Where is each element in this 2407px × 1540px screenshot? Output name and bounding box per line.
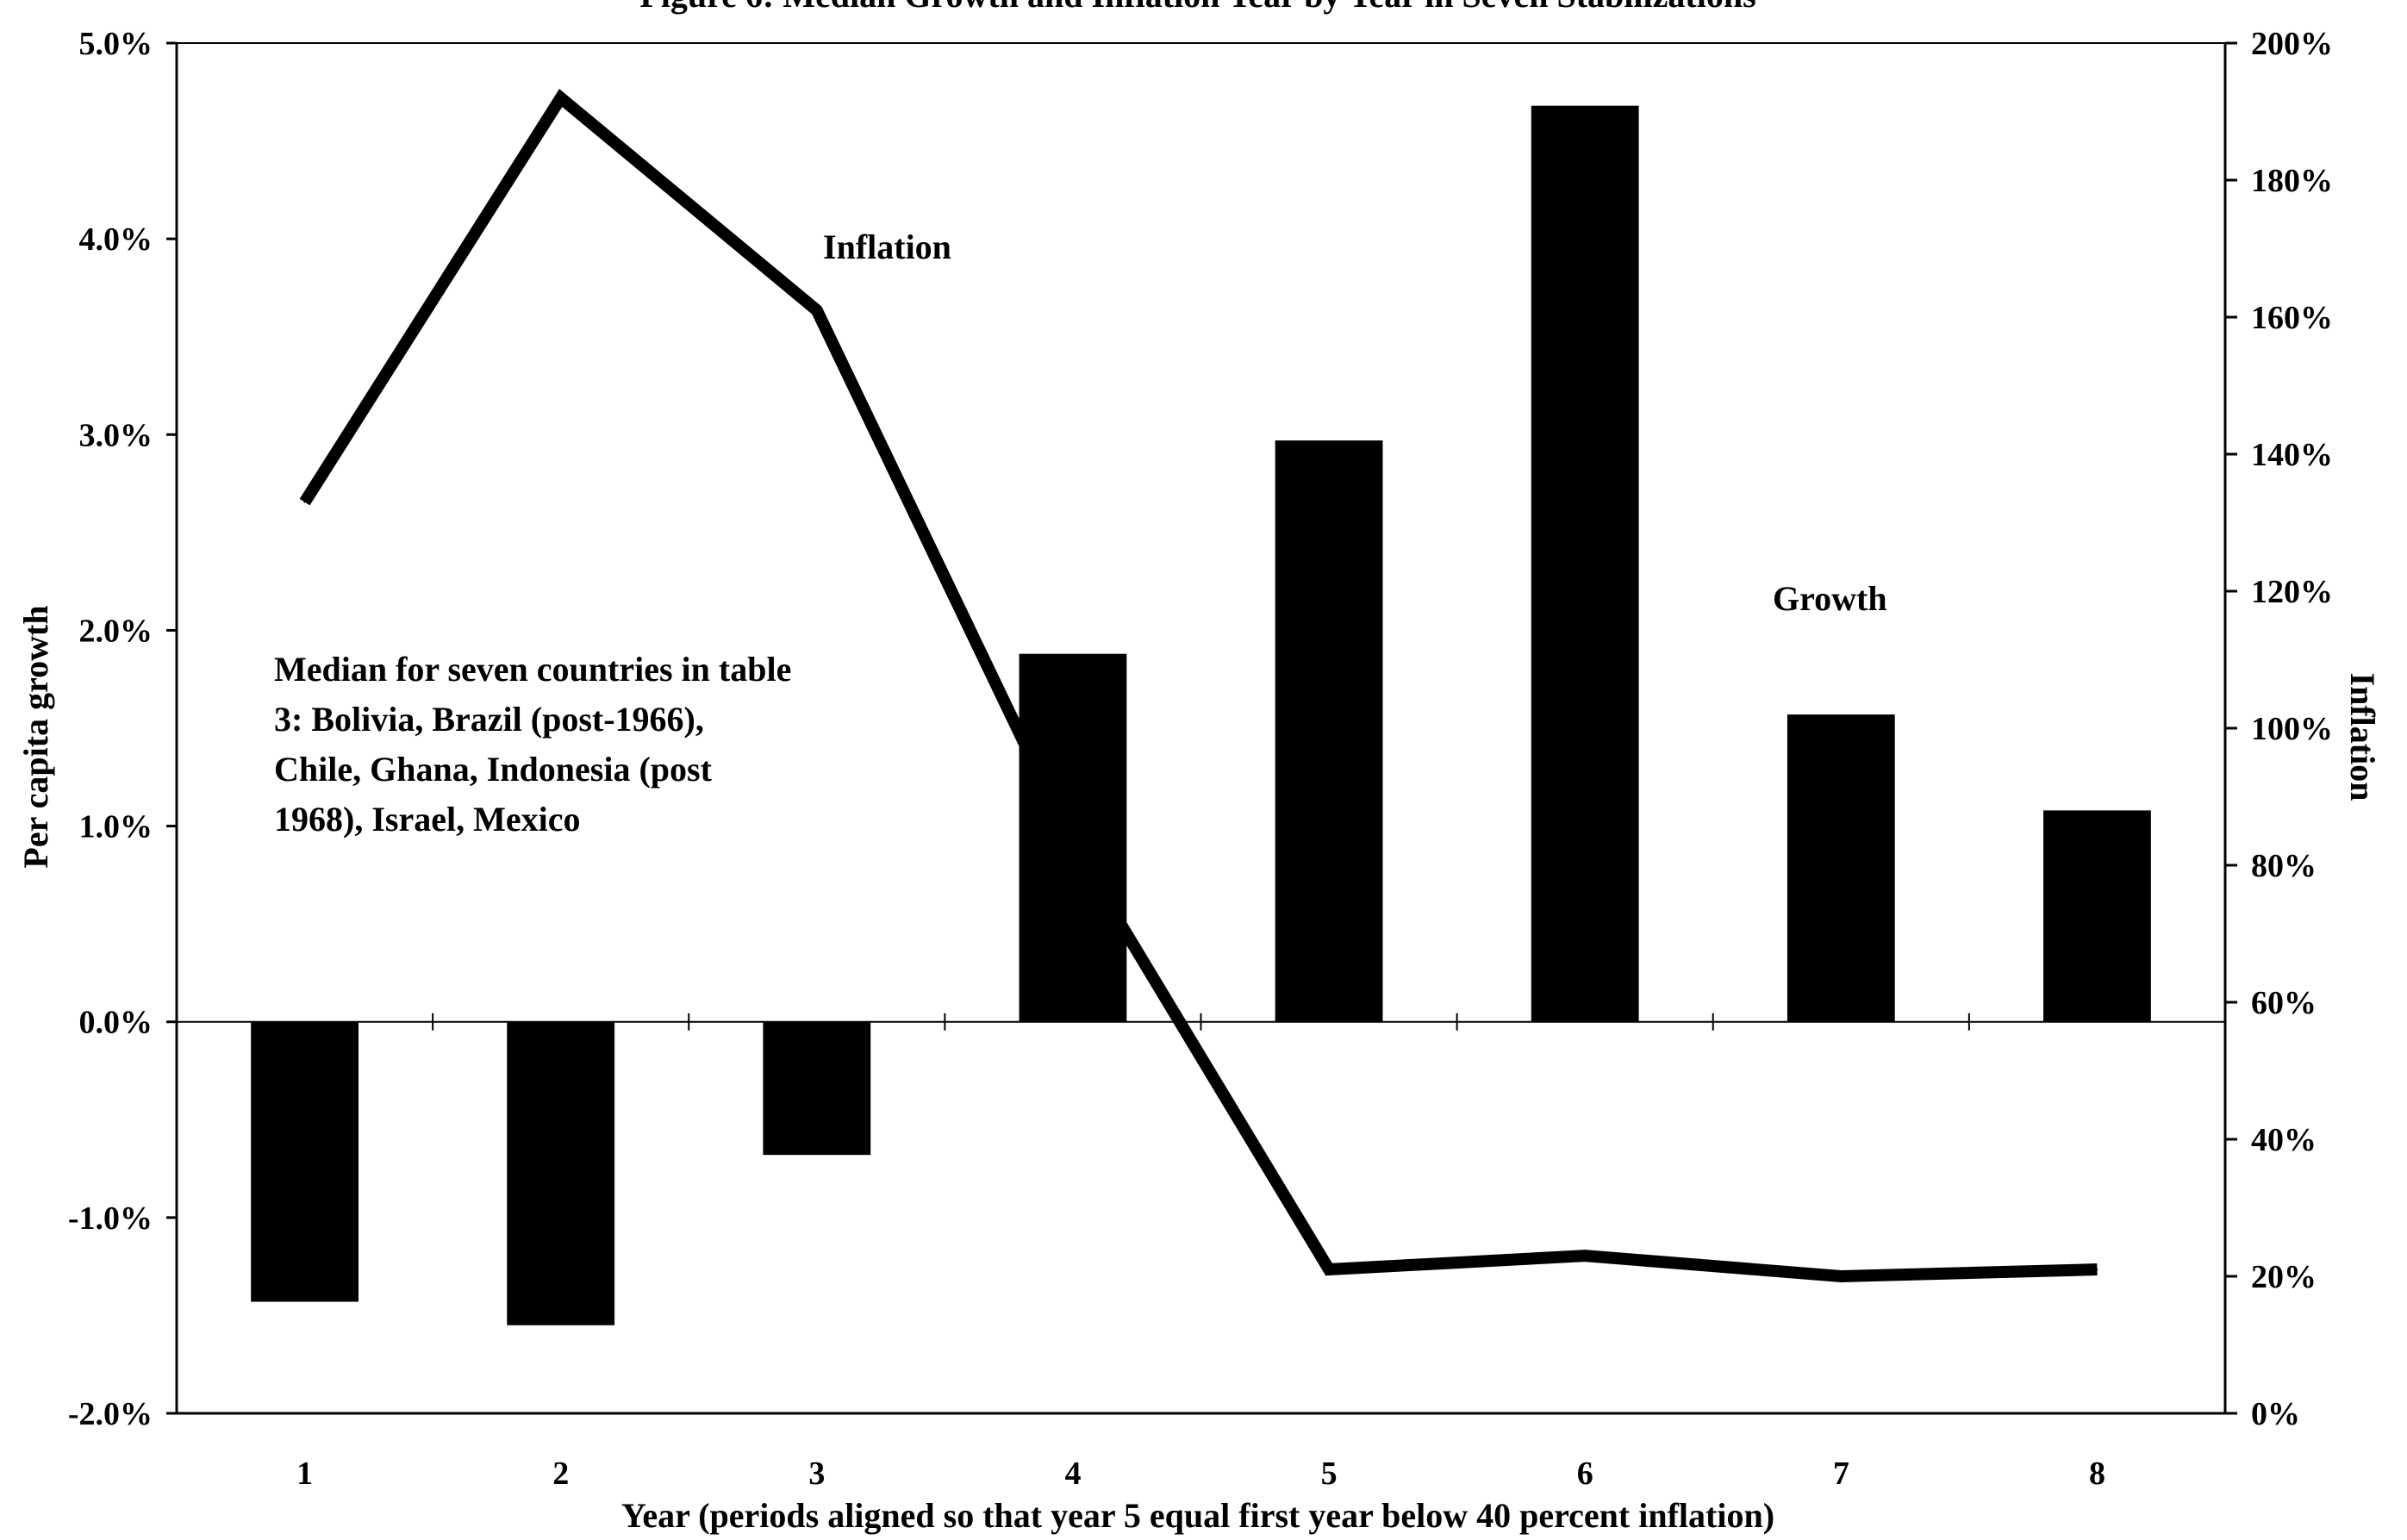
y-left-tick-label: 3.0% (79, 417, 153, 453)
note-line-4: 1968), Israel, Mexico (274, 800, 580, 839)
y-right-tick-label: 100% (2251, 711, 2333, 747)
y-right-tick-label: 40% (2251, 1122, 2317, 1158)
x-tick-label-year-7: 7 (1833, 1456, 1849, 1492)
growth-annotation: Growth (1773, 579, 1887, 618)
x-tick-label-year-8: 8 (2089, 1456, 2105, 1492)
x-tick-label-year-5: 5 (1321, 1456, 1338, 1492)
inflation-annotation: Inflation (823, 228, 951, 266)
y-left-axis-title: Per capita growth (16, 605, 55, 868)
y-left-tick-label: -2.0% (68, 1396, 153, 1432)
y-left-tick-label: 5.0% (79, 26, 153, 62)
y-right-tick-label: 0% (2251, 1396, 2300, 1432)
y-left-tick-label: -1.0% (68, 1200, 153, 1237)
x-tick-label-year-4: 4 (1064, 1456, 1081, 1492)
inflation-point-year-5 (1328, 1269, 1331, 1271)
y-right-tick-label: 20% (2251, 1259, 2317, 1295)
growth-bar-year-6 (1531, 105, 1639, 1022)
x-tick-label-year-2: 2 (552, 1456, 569, 1492)
inflation-line-group (299, 89, 2098, 1283)
y-right-tick-label: 180% (2251, 163, 2333, 199)
y-right-tick-label: 160% (2251, 300, 2333, 336)
tick-labels: -2.0% -1.0% 0.0% 1.0% 2.0% 3.0% 4.0% 5.0% 0% 20% 4… (68, 26, 2333, 1492)
y-right-tick-label: 140% (2251, 437, 2333, 473)
y-right-tick-label: 60% (2251, 985, 2317, 1021)
x-tick-label-year-1: 1 (296, 1456, 313, 1492)
growth-bar-year-5 (1275, 440, 1383, 1022)
inflation-point-year-7 (1840, 1275, 1843, 1277)
growth-bar-year-3 (763, 1021, 871, 1156)
note-line-1: Median for seven countries in table (274, 650, 791, 689)
y-left-tick-label: 4.0% (79, 221, 153, 258)
note-line-2: 3: Bolivia, Brazil (post-1966), (274, 700, 704, 739)
y-left-tick-label: 0.0% (79, 1005, 153, 1041)
inflation-point-year-6 (1584, 1255, 1587, 1257)
inflation-point-year-8 (2096, 1269, 2098, 1271)
growth-bar-year-2 (507, 1021, 615, 1325)
inflation-line (299, 89, 2098, 1283)
inflation-point-year-1 (303, 501, 306, 503)
y-right-tick-label: 80% (2251, 848, 2317, 884)
growth-bar-year-1 (251, 1021, 359, 1302)
y-left-tick-label: 1.0% (79, 809, 153, 845)
x-tick-label-year-6: 6 (1577, 1456, 1593, 1492)
inflation-point-year-4 (1071, 844, 1074, 846)
y-right-tick-label: 120% (2251, 574, 2333, 610)
inflation-point-year-3 (815, 309, 818, 312)
inflation-point-year-2 (559, 97, 562, 99)
growth-bar-year-7 (1787, 714, 1895, 1022)
chart-title: Figure 6: Median Growth and Inflation Ye… (639, 0, 1755, 15)
y-right-tick-label: 200% (2251, 26, 2333, 62)
note-line-3: Chile, Ghana, Indonesia (post (274, 750, 713, 789)
y-left-tick-label: 2.0% (79, 613, 153, 649)
y-right-axis-title: Inflation (2343, 673, 2382, 801)
x-tick-label-year-3: 3 (808, 1456, 825, 1492)
growth-bar-year-8 (2043, 810, 2151, 1022)
x-axis-title: Year (periods aligned so that year 5 equ… (621, 1496, 1774, 1535)
growth-bars (251, 105, 2151, 1325)
